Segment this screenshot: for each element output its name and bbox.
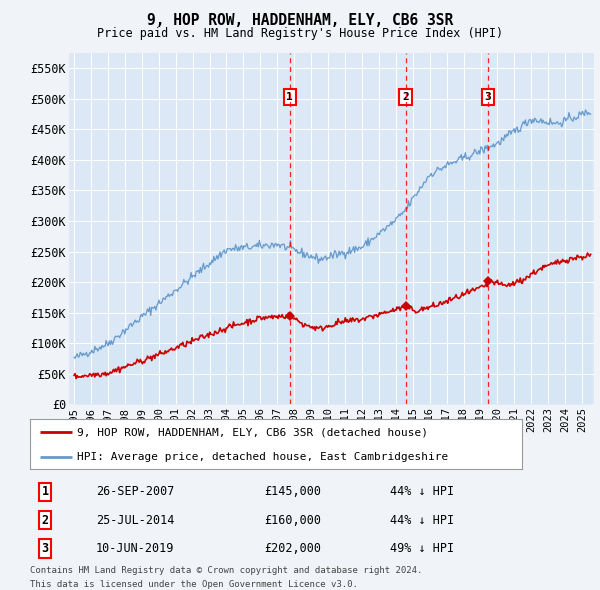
Text: 2: 2 xyxy=(402,92,409,102)
Text: 25-JUL-2014: 25-JUL-2014 xyxy=(96,514,175,527)
Text: 9, HOP ROW, HADDENHAM, ELY, CB6 3SR: 9, HOP ROW, HADDENHAM, ELY, CB6 3SR xyxy=(147,13,453,28)
Text: £202,000: £202,000 xyxy=(264,542,321,555)
Text: Price paid vs. HM Land Registry's House Price Index (HPI): Price paid vs. HM Land Registry's House … xyxy=(97,27,503,40)
Text: This data is licensed under the Open Government Licence v3.0.: This data is licensed under the Open Gov… xyxy=(30,581,358,589)
Text: 9, HOP ROW, HADDENHAM, ELY, CB6 3SR (detached house): 9, HOP ROW, HADDENHAM, ELY, CB6 3SR (det… xyxy=(77,427,428,437)
Text: 2: 2 xyxy=(41,514,49,527)
Text: 44% ↓ HPI: 44% ↓ HPI xyxy=(390,486,454,499)
Text: £145,000: £145,000 xyxy=(264,486,321,499)
Text: 1: 1 xyxy=(286,92,293,102)
Text: Contains HM Land Registry data © Crown copyright and database right 2024.: Contains HM Land Registry data © Crown c… xyxy=(30,566,422,575)
Text: HPI: Average price, detached house, East Cambridgeshire: HPI: Average price, detached house, East… xyxy=(77,451,448,461)
Text: 3: 3 xyxy=(485,92,491,102)
Text: 44% ↓ HPI: 44% ↓ HPI xyxy=(390,514,454,527)
Text: 3: 3 xyxy=(41,542,49,555)
Text: 26-SEP-2007: 26-SEP-2007 xyxy=(96,486,175,499)
Text: £160,000: £160,000 xyxy=(264,514,321,527)
Text: 1: 1 xyxy=(41,486,49,499)
Text: 49% ↓ HPI: 49% ↓ HPI xyxy=(390,542,454,555)
Text: 10-JUN-2019: 10-JUN-2019 xyxy=(96,542,175,555)
